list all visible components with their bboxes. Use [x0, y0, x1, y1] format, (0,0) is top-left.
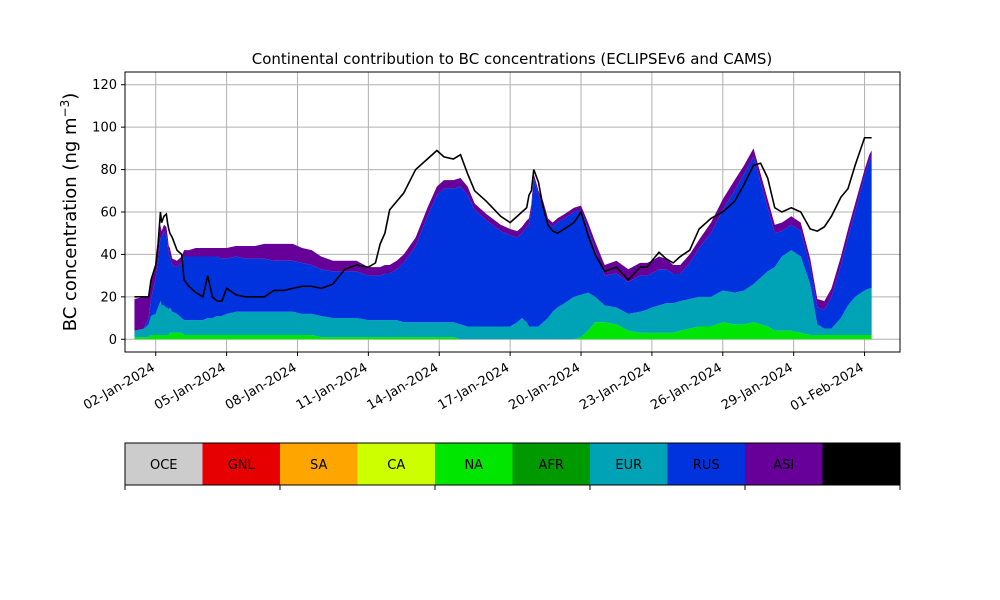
- legend-label-aus: AUS: [848, 458, 875, 473]
- total-line: [134, 136, 872, 302]
- x-tick-label: 14-Jan-2024: [365, 360, 442, 413]
- legend-swatch-gnl: [202, 443, 281, 485]
- legend-label-ca: CA: [387, 458, 405, 473]
- legend-swatch-eur: [590, 443, 668, 485]
- legend-swatch-na: [435, 443, 513, 485]
- x-tick-label: 11-Jan-2024: [294, 360, 371, 413]
- stacked-areas: [134, 148, 872, 340]
- chart-title: Continental contribution to BC concentra…: [252, 50, 773, 68]
- area-na: [134, 322, 872, 340]
- x-tick-label: 29-Jan-2024: [719, 360, 796, 413]
- y-axis-label-exponent: −3: [58, 100, 72, 118]
- legend-swatch-asi: [745, 443, 823, 485]
- legend-label-oce: OCE: [150, 458, 178, 473]
- x-tick-label: 02-Jan-2024: [81, 360, 158, 413]
- y-tick-label: 0: [109, 333, 117, 348]
- y-tick-label: 100: [92, 121, 117, 136]
- y-tick-label: 40: [100, 248, 117, 263]
- legend-label-na: NA: [464, 458, 483, 473]
- x-tick-label: 17-Jan-2024: [436, 360, 513, 413]
- legend-swatch-rus: [667, 443, 746, 485]
- area-eur: [134, 250, 872, 340]
- legend-swatch-sa: [280, 443, 358, 485]
- y-tick-label: 120: [92, 78, 117, 93]
- legend-frame: [124, 442, 901, 486]
- x-tick-label: 23-Jan-2024: [577, 360, 654, 413]
- x-tick-label: 08-Jan-2024: [223, 360, 300, 413]
- x-tick-label: 01-Feb-2024: [788, 360, 867, 414]
- legend-swatch-afr: [512, 443, 591, 485]
- legend-label-sa: SA: [310, 458, 327, 473]
- x-axis-ticks: 02-Jan-202405-Jan-202408-Jan-202411-Jan-…: [81, 352, 867, 414]
- legend-label-gnl: GNL: [228, 458, 256, 473]
- x-tick-label: 20-Jan-2024: [506, 360, 583, 413]
- legend-swatch-oce: [125, 443, 203, 485]
- legend-label-eur: EUR: [615, 458, 642, 473]
- legend-swatch-ca: [357, 443, 436, 485]
- y-tick-label: 80: [100, 163, 117, 178]
- legend-label-afr: AFR: [539, 458, 564, 473]
- y-tick-label: 20: [100, 290, 117, 305]
- y-axis-ticks: 0 20 40 60 80 100 120: [92, 78, 125, 348]
- legend-label-rus: RUS: [693, 458, 720, 473]
- legend-swatch-aus: [822, 443, 901, 485]
- y-axis-label-suffix: ): [60, 93, 81, 100]
- legend-colorbar: OCE GNL SA CA NA AFR EUR RUS ASI AUS: [124, 442, 901, 490]
- total-outline: [134, 136, 872, 302]
- y-axis-label: BC concentration (ng m−3): [58, 93, 81, 332]
- x-tick-label: 05-Jan-2024: [152, 360, 229, 413]
- y-axis-label-main: BC concentration (ng m: [60, 117, 81, 331]
- x-tick-label: 26-Jan-2024: [648, 360, 725, 413]
- legend-label-asi: ASI: [773, 458, 794, 473]
- y-tick-label: 60: [100, 206, 117, 221]
